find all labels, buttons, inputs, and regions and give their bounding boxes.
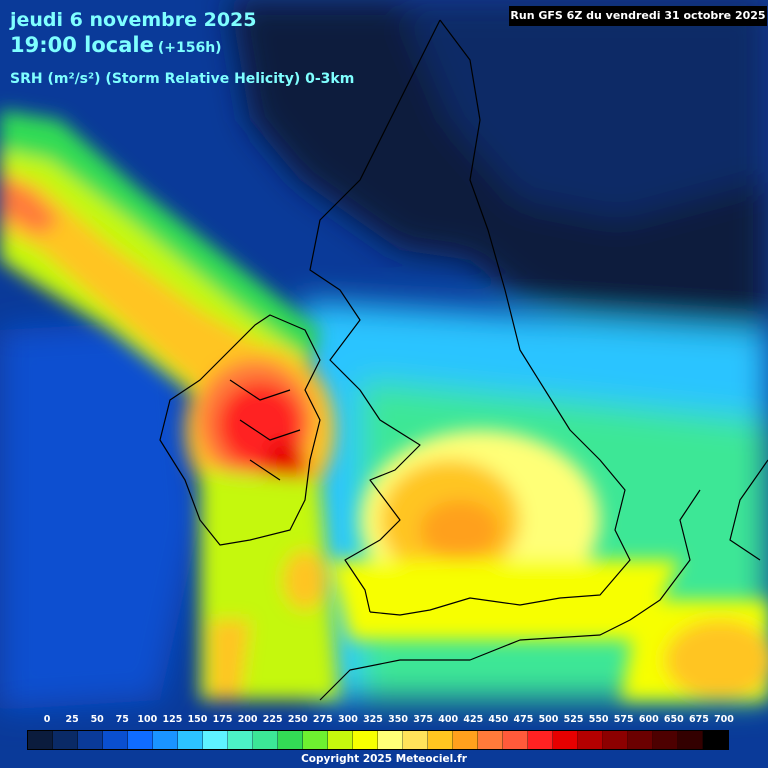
legend-tick-label: 675: [688, 714, 709, 725]
legend-tick-label: 525: [563, 714, 584, 725]
legend-tick-label: 575: [613, 714, 634, 725]
run-info-box: Run GFS 6Z du vendredi 31 octobre 2025: [509, 6, 767, 26]
legend-swatch: [578, 731, 603, 749]
forecast-time: 19:00 locale (+156h): [10, 33, 222, 60]
legend-tick-label: 225: [262, 714, 283, 725]
legend-tick-label: 125: [162, 714, 183, 725]
legend-tick-label: 700: [714, 714, 734, 725]
legend-swatch: [203, 731, 228, 749]
legend-tick-labels: 0 25 50 75 100 125 150 175 200 225 250 275 300 325 350…: [0, 714, 768, 728]
forecast-date: jeudi 6 novembre 2025: [10, 9, 257, 31]
legend-color-bar: [27, 730, 729, 750]
parameter-label: SRH (m²/s²) (Storm Relative Helicity) 0-…: [10, 71, 355, 87]
legend-swatch: [603, 731, 628, 749]
legend-tick-label: 50: [90, 714, 104, 725]
legend-tick-label: 0: [43, 714, 51, 725]
legend-swatch: [628, 731, 653, 749]
legend-tick-label: 400: [438, 714, 459, 725]
legend-swatch: [28, 731, 53, 749]
legend-swatch: [278, 731, 303, 749]
legend-swatch: [53, 731, 78, 749]
legend-swatch: [553, 731, 578, 749]
legend-tick-label: 600: [638, 714, 659, 725]
coastlines: [159, 19, 768, 701]
legend-tick-label: 550: [588, 714, 609, 725]
legend-swatch: [503, 731, 528, 749]
color-legend: 0 25 50 75 100 125 150 175 200 225 250 275 300 325 350…: [0, 710, 768, 768]
legend-swatch: [303, 731, 328, 749]
legend-tick-label: 375: [413, 714, 434, 725]
legend-swatch: [453, 731, 478, 749]
legend-tick-label: 100: [137, 714, 158, 725]
legend-swatch: [528, 731, 553, 749]
legend-tick-label: 275: [312, 714, 333, 725]
legend-tick-label: 75: [115, 714, 129, 725]
legend-swatch: [78, 731, 103, 749]
legend-swatch: [253, 731, 278, 749]
legend-swatch: [353, 731, 378, 749]
legend-tick-label: 175: [212, 714, 233, 725]
legend-swatch: [128, 731, 153, 749]
forecast-local-time: 19:00 locale: [10, 33, 154, 57]
legend-swatch: [328, 731, 353, 749]
legend-swatch: [703, 731, 728, 749]
legend-tick-label: 350: [388, 714, 408, 725]
legend-swatch: [653, 731, 678, 749]
legend-tick-label: 425: [463, 714, 484, 725]
legend-swatch: [178, 731, 203, 749]
legend-tick-label: 300: [337, 714, 358, 725]
legend-tick-label: 450: [488, 714, 509, 725]
legend-tick-label: 650: [663, 714, 684, 725]
legend-tick-label: 200: [237, 714, 258, 725]
forecast-lead-time: (+156h): [157, 40, 222, 56]
legend-tick-label: 25: [65, 714, 79, 725]
legend-tick-label: 475: [513, 714, 534, 725]
copyright-text: Copyright 2025 Meteociel.fr: [301, 753, 467, 765]
legend-swatch: [678, 731, 703, 749]
legend-tick-label: 150: [187, 714, 208, 725]
legend-swatch: [478, 731, 503, 749]
legend-tick-label: 325: [363, 714, 383, 725]
legend-tick-label: 250: [287, 714, 308, 725]
legend-swatch: [228, 731, 253, 749]
legend-swatch: [153, 731, 178, 749]
legend-tick-label: 500: [538, 714, 559, 725]
legend-swatch: [103, 731, 128, 749]
legend-swatch: [428, 731, 453, 749]
legend-swatch: [378, 731, 403, 749]
legend-swatch: [403, 731, 428, 749]
